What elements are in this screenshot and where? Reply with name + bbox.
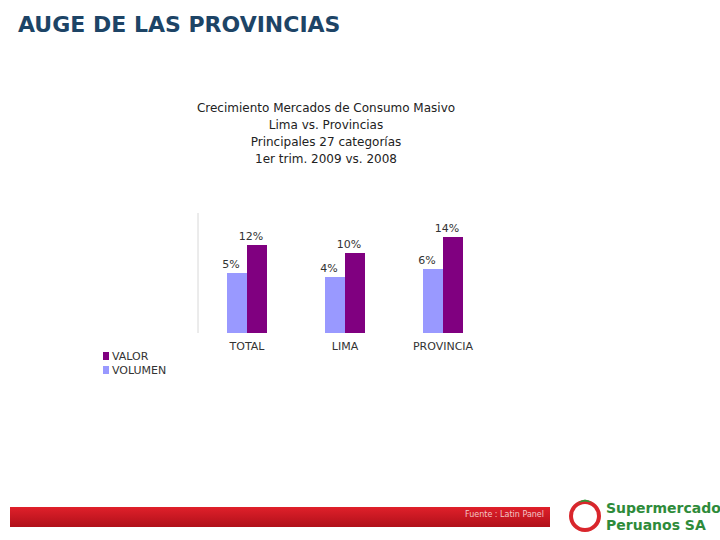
logo-text: Supermercados: [606, 500, 720, 516]
footer-bar: [10, 507, 550, 527]
chart-subtitle: 1er trim. 2009 vs. 2008: [255, 152, 397, 166]
bar: [345, 253, 365, 333]
chart-root: AUGE DE LAS PROVINCIAS Crecimiento Mercad…: [0, 0, 720, 540]
page-title: AUGE DE LAS PROVINCIAS: [18, 12, 340, 37]
bar: [423, 269, 443, 333]
data-labels: 12% 5% 10%4% 14% 6%: [222, 222, 459, 275]
source-note: Fuente : Latin Panel: [465, 510, 544, 519]
legend-swatch: [103, 352, 109, 360]
data-label: 5%: [222, 258, 239, 271]
y-axis-line: [198, 213, 199, 333]
logo-icon: [571, 502, 599, 530]
bar: [247, 245, 267, 333]
data-label: 10%: [337, 238, 361, 251]
legend-label: VOLUMEN: [112, 364, 166, 377]
logo-text: Peruanos SA: [606, 517, 706, 533]
logo-leaf: [578, 500, 592, 504]
data-label: 14%: [435, 222, 459, 235]
x-tick-label: TOTAL: [229, 340, 266, 353]
logo: SupermercadosPeruanos SA: [571, 500, 720, 534]
bar: [325, 277, 345, 333]
data-label: 12%: [239, 230, 263, 243]
data-label: 6%: [418, 254, 435, 267]
legend: VALORVOLUMEN: [103, 350, 166, 377]
x-tick-label: LIMA: [332, 340, 359, 353]
data-label: 4%: [320, 262, 337, 275]
legend-label: VALOR: [112, 350, 149, 363]
chart-subtitle: Principales 27 categorías: [251, 135, 402, 149]
chart-title: Crecimiento Mercados de Consumo Masivo: [197, 101, 455, 115]
bars: [227, 237, 463, 333]
chart-subtitle: Lima vs. Provincias: [269, 118, 383, 132]
x-tick-label: PROVINCIA: [413, 340, 474, 353]
bar: [227, 273, 247, 333]
bar: [443, 237, 463, 333]
legend-swatch: [103, 366, 109, 374]
